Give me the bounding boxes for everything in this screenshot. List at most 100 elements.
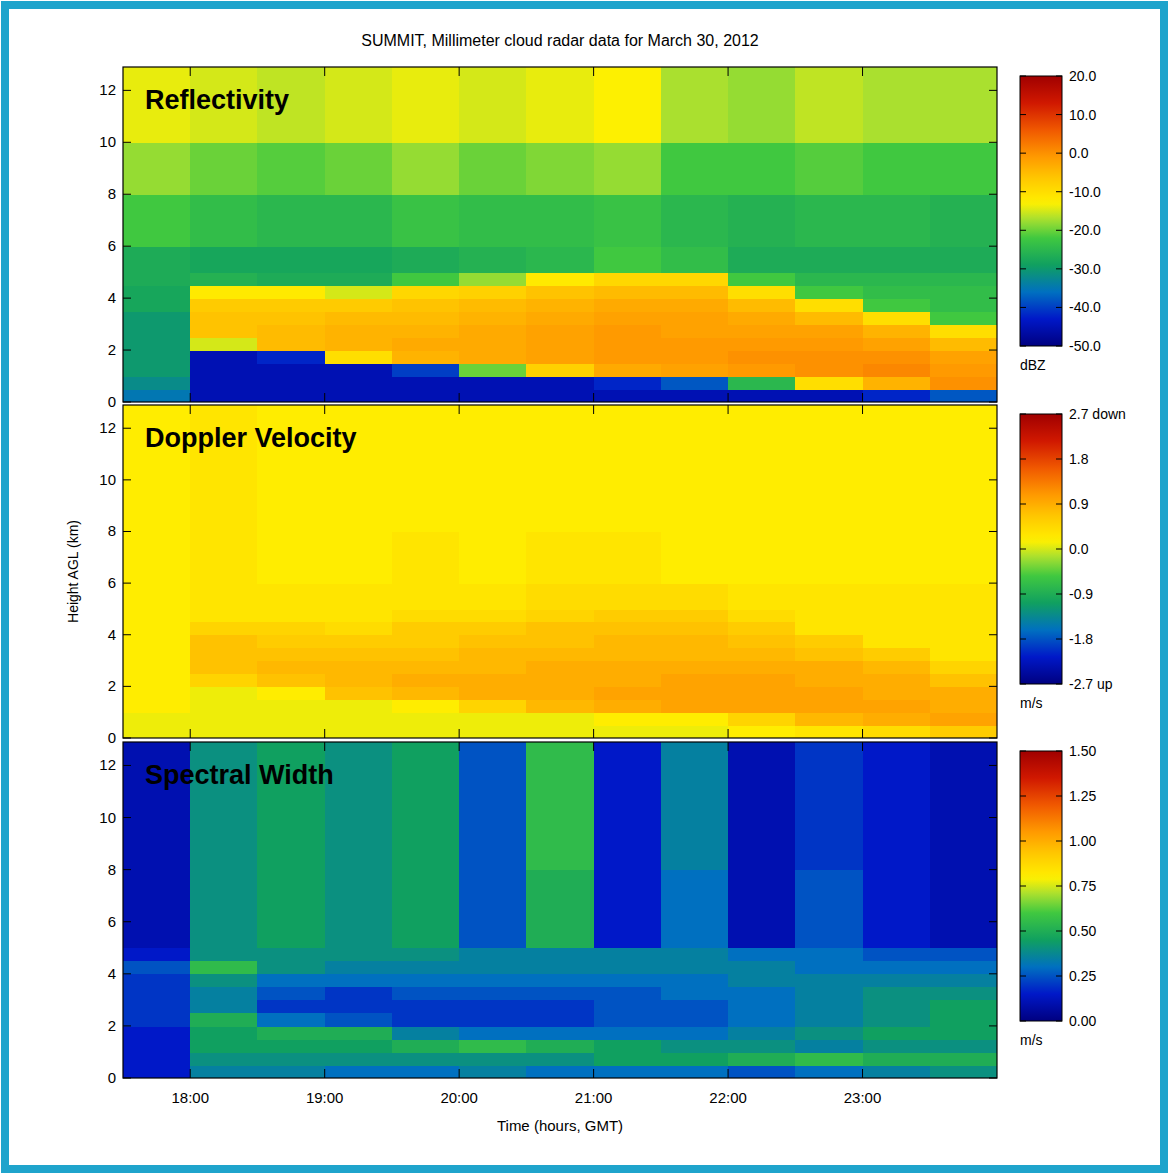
heatmap-cell (930, 350, 997, 364)
x-tick (324, 729, 325, 738)
heatmap-cell (863, 1013, 931, 1027)
heatmap-cell (392, 583, 460, 609)
x-tick (728, 393, 729, 402)
heatmap-cell (594, 661, 662, 675)
heatmap-cell (459, 311, 527, 325)
colorbar-tick (1056, 153, 1062, 154)
colorbar-tick-label: 20.0 (1069, 68, 1096, 84)
y-tick-label: 8 (108, 185, 116, 202)
heatmap-cell (863, 818, 931, 871)
heatmap-cell (526, 725, 594, 738)
heatmap-cell (863, 987, 931, 1001)
x-tick-label: 21:00 (575, 1089, 613, 1106)
x-tick (728, 405, 729, 414)
heatmap-cell (863, 142, 931, 195)
heatmap-cell (863, 531, 931, 583)
heatmap-cell (930, 376, 997, 390)
heatmap-cell (930, 742, 997, 818)
heatmap-cell (661, 725, 729, 738)
heatmap-cell (795, 948, 863, 962)
heatmap-cell (526, 405, 594, 480)
heatmap-cell (123, 1000, 191, 1014)
x-tick (459, 729, 460, 738)
heatmap-cell (728, 405, 796, 480)
heatmap-cell (795, 622, 863, 636)
heatmap-cell (795, 583, 863, 609)
colorbar-tick-label: -0.9 (1069, 586, 1093, 602)
heatmap-cell (459, 818, 527, 871)
heatmap-cell (863, 948, 931, 962)
heatmap-cell (325, 67, 393, 143)
heatmap-cell (123, 246, 191, 273)
heatmap-cell (190, 1065, 258, 1078)
heatmap-cell (594, 405, 662, 480)
heatmap-cell (863, 742, 931, 818)
heatmap-cell (795, 480, 863, 532)
colorbar-tick (1056, 268, 1062, 269)
heatmap-cell (123, 142, 191, 195)
heatmap-cell (190, 961, 258, 975)
heatmap-cell (930, 298, 997, 312)
heatmap-cell (190, 1039, 258, 1053)
heatmap-cell (594, 324, 662, 338)
heatmap-cell (526, 480, 594, 532)
heatmap-cell (325, 311, 393, 325)
heatmap-cell (526, 246, 594, 273)
heatmap-cell (661, 712, 729, 726)
heatmap-cell (930, 142, 997, 195)
y-tick-label: 4 (108, 289, 116, 306)
y-tick-label: 6 (108, 574, 116, 591)
heatmap-cell (190, 948, 258, 962)
heatmap-cell (459, 948, 527, 962)
heatmap-cell (728, 311, 796, 325)
heatmap-cell (930, 818, 997, 871)
heatmap-cell (594, 742, 662, 818)
heatmap-cell (123, 661, 191, 675)
colorbar-tick (1056, 114, 1062, 115)
x-tick (862, 742, 863, 751)
heatmap-cell (190, 194, 258, 247)
heatmap-cell (661, 870, 729, 923)
heatmap-cell (459, 622, 527, 636)
heatmap-cell (795, 922, 863, 949)
heatmap-cell (459, 389, 527, 402)
heatmap-cell (728, 272, 796, 286)
y-tick (123, 869, 131, 870)
heatmap-cell (123, 948, 191, 962)
heatmap-cell (795, 725, 863, 738)
heatmap-cell (795, 350, 863, 364)
heatmap-cell (930, 1065, 997, 1078)
heatmap-cell (795, 285, 863, 299)
heatmap-cell (594, 337, 662, 351)
heatmap-cell (728, 948, 796, 962)
figure-title: SUMMIT, Millimeter cloud radar data for … (361, 32, 759, 49)
colorbar-tick (1020, 639, 1026, 640)
heatmap-cell (325, 948, 393, 962)
x-tick (593, 405, 594, 414)
heatmap-cell (594, 194, 662, 247)
heatmap-cell (190, 1013, 258, 1027)
heatmap-cell (257, 661, 325, 675)
colorbar-tick (1056, 639, 1062, 640)
heatmap-cell (392, 922, 460, 949)
heatmap-cell (257, 699, 325, 713)
heatmap-cell (594, 725, 662, 738)
heatmap-cell (459, 194, 527, 247)
heatmap-cell (728, 961, 796, 975)
heatmap-cell (594, 246, 662, 273)
colorbar-tick (1020, 268, 1026, 269)
heatmap-cell (459, 324, 527, 338)
heatmap-cell (257, 635, 325, 649)
heatmap-cell (459, 405, 527, 480)
heatmap-cell (190, 1000, 258, 1014)
heatmap-cell (392, 961, 460, 975)
heatmap-cell (661, 1065, 729, 1078)
heatmap-cell (863, 337, 931, 351)
x-tick-label: 22:00 (709, 1089, 747, 1106)
heatmap-cell (257, 648, 325, 662)
heatmap-cell (526, 285, 594, 299)
heatmap-cell (123, 298, 191, 312)
heatmap-cell (459, 725, 527, 738)
heatmap-cell (728, 1026, 796, 1040)
heatmap-cell (392, 480, 460, 532)
